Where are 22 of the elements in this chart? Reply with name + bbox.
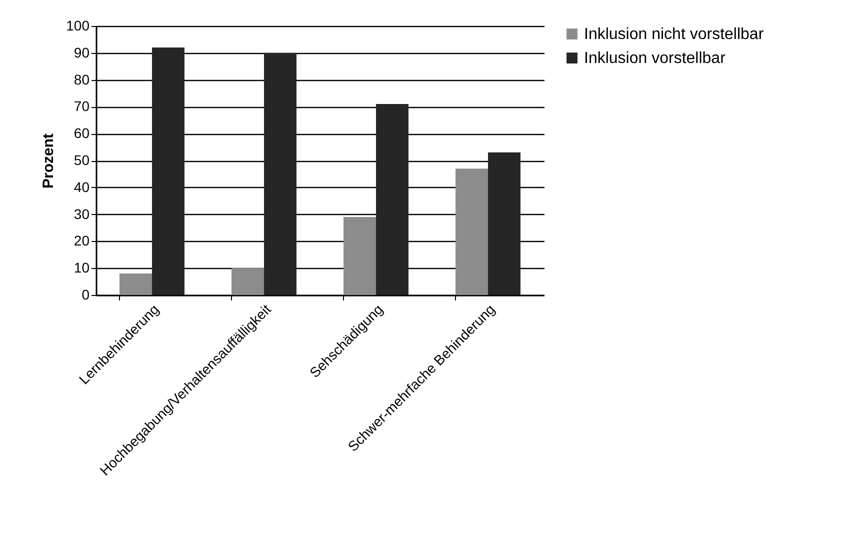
bar [456,168,488,295]
y-tick-label: 50 [74,152,90,168]
legend-label: Inklusion vorstellbar [584,50,726,67]
y-tick-label: 10 [74,260,90,276]
bar [232,268,264,295]
bar [120,273,152,295]
y-axis-title: Prozent [40,133,58,189]
y-tick-label: 0 [82,286,90,302]
bar [376,104,408,295]
y-tick-label: 40 [74,178,90,195]
y-tick-label: 20 [74,232,90,249]
y-tick-label: 30 [74,206,90,222]
y-tick-label: 60 [74,125,90,142]
y-tick-label: 80 [74,71,90,88]
bar [344,216,376,295]
y-tick-label: 100 [66,18,90,34]
legend-label: Inklusion nicht vorstellbar [584,26,764,43]
bar [264,52,296,295]
y-tick-label: 70 [74,98,90,114]
bar [152,48,184,295]
bar [488,152,520,295]
y-tick-label: 90 [74,44,90,60]
